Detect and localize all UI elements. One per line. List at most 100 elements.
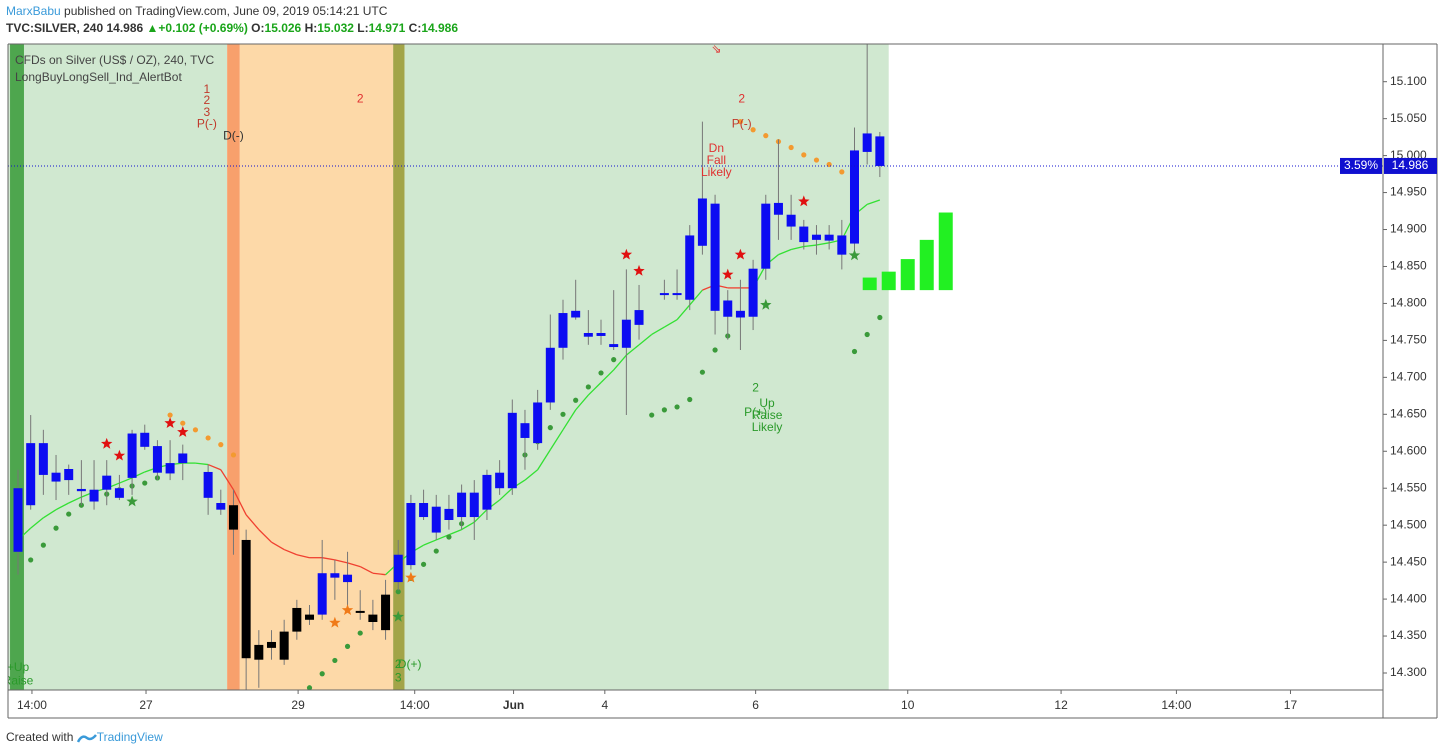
ma-segment [55, 502, 70, 511]
candle-body [697, 198, 707, 246]
price-box [1384, 157, 1437, 174]
ma-segment [283, 548, 298, 556]
candle-body [520, 423, 530, 438]
ma-segment [423, 539, 437, 546]
h-value: 15.032 [317, 21, 354, 35]
x-tick-label: 14:00 [400, 698, 430, 712]
change: +0.102 (+0.69%) [158, 21, 248, 35]
candle-body [305, 614, 315, 620]
star [126, 495, 138, 507]
candle-body [583, 333, 593, 337]
candle-body [837, 235, 847, 255]
logo [76, 733, 97, 743]
ma-segment [258, 529, 272, 543]
h-label: H: [304, 21, 318, 35]
ma-segment [790, 245, 804, 251]
ma-segment [587, 382, 602, 396]
ma-segment [676, 304, 691, 321]
y-tick-label: 14.350 [1390, 628, 1427, 642]
psar-dot [661, 407, 667, 413]
candle-body [89, 489, 99, 502]
ma-segment [30, 517, 44, 529]
ma-segment [664, 319, 678, 328]
y-tick-label: 14.400 [1390, 591, 1427, 605]
ma-segment [638, 333, 653, 346]
annotation: Likely [701, 165, 732, 179]
psar-dot [750, 127, 756, 133]
x-tick-label: 6 [752, 698, 759, 712]
candle-body [368, 614, 378, 622]
author[interactable]: MarxBabu [6, 4, 61, 18]
created: Created with [6, 730, 74, 744]
annotation: Fall [707, 153, 726, 167]
candle-body [216, 503, 226, 510]
candle-body [495, 472, 505, 489]
star [113, 449, 126, 461]
x-tick-label: Jun [503, 698, 524, 712]
candle-body [824, 234, 834, 241]
psar-dot [699, 369, 706, 375]
ma-segment [866, 199, 881, 206]
o-value: 15.026 [264, 21, 302, 35]
ma-segment [68, 496, 82, 504]
annotation: 3 [395, 670, 402, 684]
psar-dot [573, 397, 579, 403]
ma-segment [689, 289, 703, 306]
candle-body [406, 503, 416, 566]
legend-entry: LongBuyLongSell_Ind_AlertBot [15, 70, 182, 84]
psar-dot [420, 561, 427, 567]
candle-body [596, 333, 606, 336]
o-label: O: [251, 21, 265, 35]
annotation: 3 [204, 105, 211, 119]
annotation: Up [759, 396, 775, 410]
candle-body [545, 347, 555, 403]
plot: 123P(-)D(-)2⇘2P(-)DnFallLikely2UpP(+)Rai… [3, 42, 953, 690]
annotation: 2 [357, 92, 364, 106]
psar-dot [180, 420, 186, 426]
histogram-bar [881, 271, 896, 291]
annotation: ⇘ [711, 42, 721, 56]
psar-dot [712, 347, 718, 353]
candle-body [26, 443, 36, 506]
candle-body [254, 644, 264, 660]
star [633, 264, 645, 276]
candle-body [685, 235, 695, 300]
y-tick-label: 14.500 [1390, 517, 1427, 531]
candle-body [140, 432, 150, 447]
change-label: 3.59% [1344, 158, 1378, 172]
change-box [1340, 157, 1382, 174]
psar-dot [585, 384, 591, 390]
psar-dot [598, 370, 604, 376]
ma-segment [296, 554, 310, 559]
psar-dot [40, 542, 46, 548]
candle-body [773, 202, 783, 215]
star [405, 571, 417, 583]
ma-segment [549, 429, 564, 451]
psar-dot [649, 412, 655, 418]
psar-dot [332, 657, 338, 664]
star [722, 268, 734, 280]
candle-body [431, 506, 441, 533]
star [341, 604, 354, 615]
candle-body [444, 508, 454, 520]
y-tick-label: 14.700 [1390, 370, 1427, 384]
last: 14.986 [106, 21, 144, 35]
psar-dot [611, 357, 617, 363]
annotation: Raise [3, 673, 34, 687]
psar-dot [763, 133, 769, 139]
candle-body [51, 472, 61, 482]
candle-body [672, 293, 682, 296]
psar-dot [813, 157, 820, 163]
candle-body [178, 453, 188, 464]
annotation: Raise [752, 408, 783, 422]
candle-body [317, 573, 327, 615]
psar-dot [801, 152, 807, 158]
psar-dot [687, 396, 693, 403]
annotation: 2 [738, 92, 745, 106]
brand[interactable]: TradingView [96, 730, 163, 744]
candle-body [507, 412, 517, 489]
psar-dot [839, 169, 845, 175]
ma-segment [816, 242, 830, 246]
candle-body [634, 310, 644, 325]
